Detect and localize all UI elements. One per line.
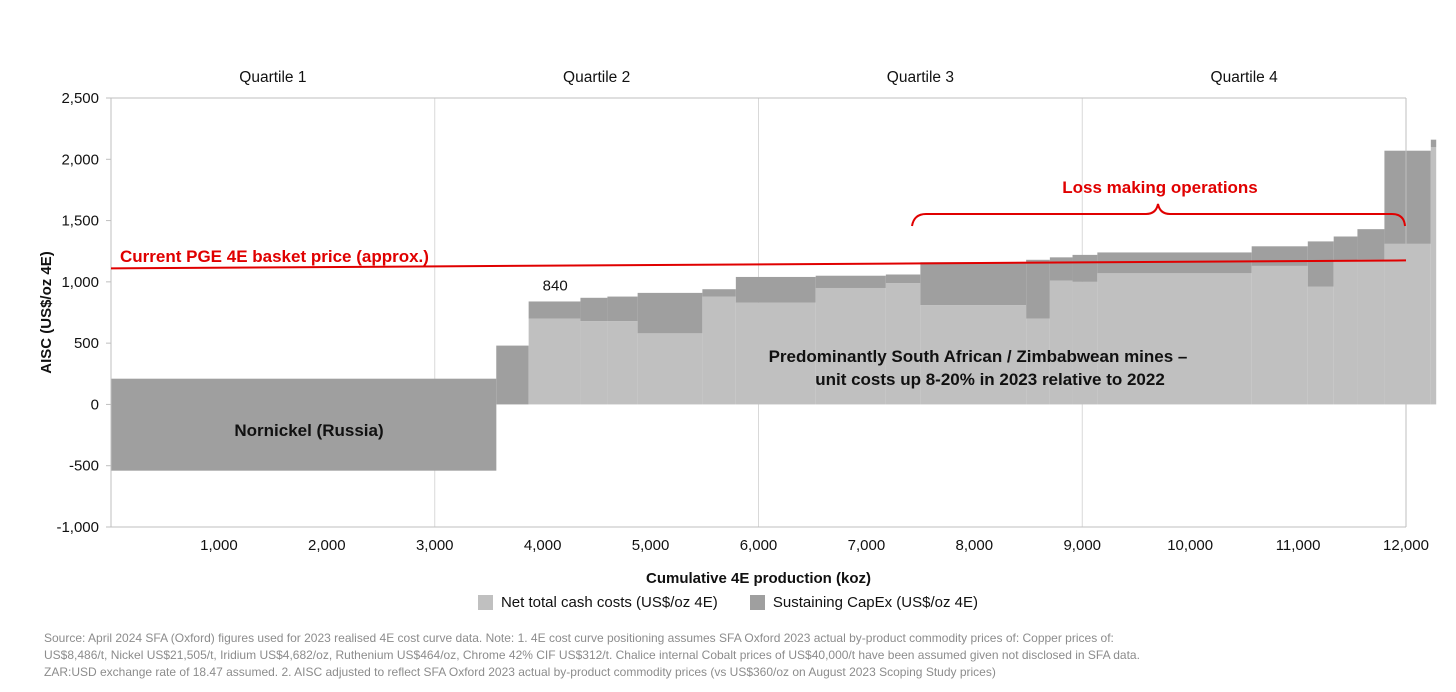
cash-cost-bar: [735, 302, 816, 405]
y-tick-label: -500: [69, 458, 99, 475]
y-tick-label: 2,000: [61, 151, 99, 168]
sustaining-capex-bar: [702, 289, 736, 297]
loss-making-brace: [911, 203, 1406, 227]
cash-cost-bar: [1430, 147, 1437, 405]
x-tick-label: 12,000: [1383, 537, 1429, 554]
cost-curve-chart: 2,500 2,000 1,500 1,000 500 0 -500 -1,000 1,000 2…: [38, 69, 1437, 587]
sustaining-capex-bar: [1384, 150, 1431, 244]
cash-cost-bar: [1049, 280, 1073, 405]
sustaining-capex-bar: [1072, 254, 1098, 282]
sustaining-capex-bar: [815, 275, 886, 288]
sustaining-capex-bar: [1333, 236, 1358, 262]
legend: Net total cash costs (US$/oz 4E) Sustain…: [0, 594, 1456, 614]
footnote-line: US$8,486/t, Nickel US$21,505/t, Iridium …: [44, 648, 1140, 662]
x-tick-label: 11,000: [1276, 537, 1321, 554]
cash-cost-bar: [1384, 243, 1431, 405]
x-tick-label: 6,000: [740, 537, 778, 554]
footnote-line: Source: April 2024 SFA (Oxford) figures …: [44, 631, 1114, 645]
sustaining-capex-bar: [580, 297, 608, 322]
y-tick-label: 500: [74, 335, 99, 352]
sustaining-capex-bar: [111, 378, 497, 471]
source-footnote: Source: April 2024 SFA (Oxford) figures …: [44, 630, 1424, 681]
footnote-line: ZAR:USD exchange rate of 18.47 assumed. …: [44, 665, 996, 679]
legend-item-sustaining-capex: Sustaining CapEx (US$/oz 4E): [749, 594, 979, 611]
sustaining-capex-bar: [637, 292, 703, 334]
x-tick-label: 4,000: [524, 537, 562, 554]
annotations: Quartile 1 Quartile 2 Quartile 3 Quartile 4…: [110, 69, 1407, 440]
y-tick-label: -1,000: [56, 519, 99, 536]
loss-making-annotation: Loss making operations: [1062, 178, 1258, 197]
south-africa-annotation-line2: unit costs up 8-20% in 2023 relative to …: [815, 370, 1165, 389]
cost-bars: [111, 139, 1437, 471]
x-tick-label: 10,000: [1167, 537, 1213, 554]
cash-cost-bar: [1333, 261, 1358, 405]
quartile-label: Quartile 4: [1211, 69, 1279, 86]
sustaining-capex-bar: [735, 276, 816, 303]
y-axis-title: AISC (US$/oz 4E): [38, 251, 55, 374]
x-tick-label: 8,000: [956, 537, 994, 554]
cash-cost-bar: [885, 283, 921, 405]
y-tick-label: 1,500: [61, 213, 99, 230]
sustaining-capex-bar: [496, 345, 529, 405]
y-tick-label: 1,000: [61, 274, 99, 291]
sustaining-capex-bar: [1251, 246, 1308, 266]
x-tick-label: 2,000: [308, 537, 346, 554]
quartile-label: Quartile 3: [887, 69, 954, 86]
cash-cost-bar: [607, 321, 638, 405]
cash-cost-bar: [1097, 273, 1252, 405]
sustaining-capex-bar: [1357, 229, 1385, 260]
legend-item-cash-costs: Net total cash costs (US$/oz 4E): [477, 594, 718, 611]
cash-cost-bar: [1026, 318, 1050, 405]
cash-cost-bar: [1307, 286, 1334, 405]
cash-cost-bar: [637, 333, 703, 405]
sustaining-capex-bar: [920, 262, 1027, 306]
sustaining-capex-bar: [1026, 259, 1050, 319]
x-tick-label: 9,000: [1063, 537, 1101, 554]
south-africa-annotation-line1: Predominantly South African / Zimbabwean…: [769, 347, 1188, 366]
nornickel-annotation: Nornickel (Russia): [234, 421, 383, 440]
quartile-label: Quartile 2: [563, 69, 630, 86]
legend-label-cash-costs: Net total cash costs (US$/oz 4E): [500, 594, 718, 611]
x-tick-label: 7,000: [848, 537, 886, 554]
y-tick-label: 2,500: [61, 90, 99, 107]
x-axis-title: Cumulative 4E production (koz): [646, 570, 871, 587]
x-tick-label: 1,000: [200, 537, 238, 554]
basket-price-annotation: Current PGE 4E basket price (approx.): [120, 247, 429, 266]
cash-cost-bar: [580, 321, 608, 405]
cash-cost-bar: [702, 296, 736, 405]
x-tick-label: 5,000: [632, 537, 670, 554]
sustaining-capex-bar: [1097, 252, 1252, 274]
sustaining-capex-bar: [885, 274, 921, 284]
cash-cost-bar: [1072, 281, 1098, 405]
sustaining-capex-bar: [1430, 139, 1437, 148]
x-tick-label: 3,000: [416, 537, 454, 554]
cash-cost-bar: [920, 305, 1027, 405]
legend-swatch-sustaining-capex: [749, 595, 765, 610]
sustaining-capex-bar: [528, 301, 581, 319]
sustaining-capex-bar: [607, 296, 638, 322]
quartile-label: Quartile 1: [239, 69, 306, 86]
axes: 2,500 2,000 1,500 1,000 500 0 -500 -1,000 1,000 2…: [38, 90, 1429, 587]
sustaining-capex-bar: [1049, 257, 1073, 281]
cash-cost-bar: [1357, 259, 1385, 405]
cash-cost-bar: [815, 287, 886, 405]
data-label: 840: [543, 277, 568, 294]
basket-price-line: [110, 259, 1407, 270]
cash-cost-bar: [1251, 265, 1308, 405]
y-tick-label: 0: [91, 396, 99, 413]
sustaining-capex-bar: [1307, 241, 1334, 287]
legend-label-sustaining-capex: Sustaining CapEx (US$/oz 4E): [772, 594, 979, 611]
legend-swatch-cash-costs: [477, 595, 493, 610]
cash-cost-bar: [528, 318, 581, 405]
